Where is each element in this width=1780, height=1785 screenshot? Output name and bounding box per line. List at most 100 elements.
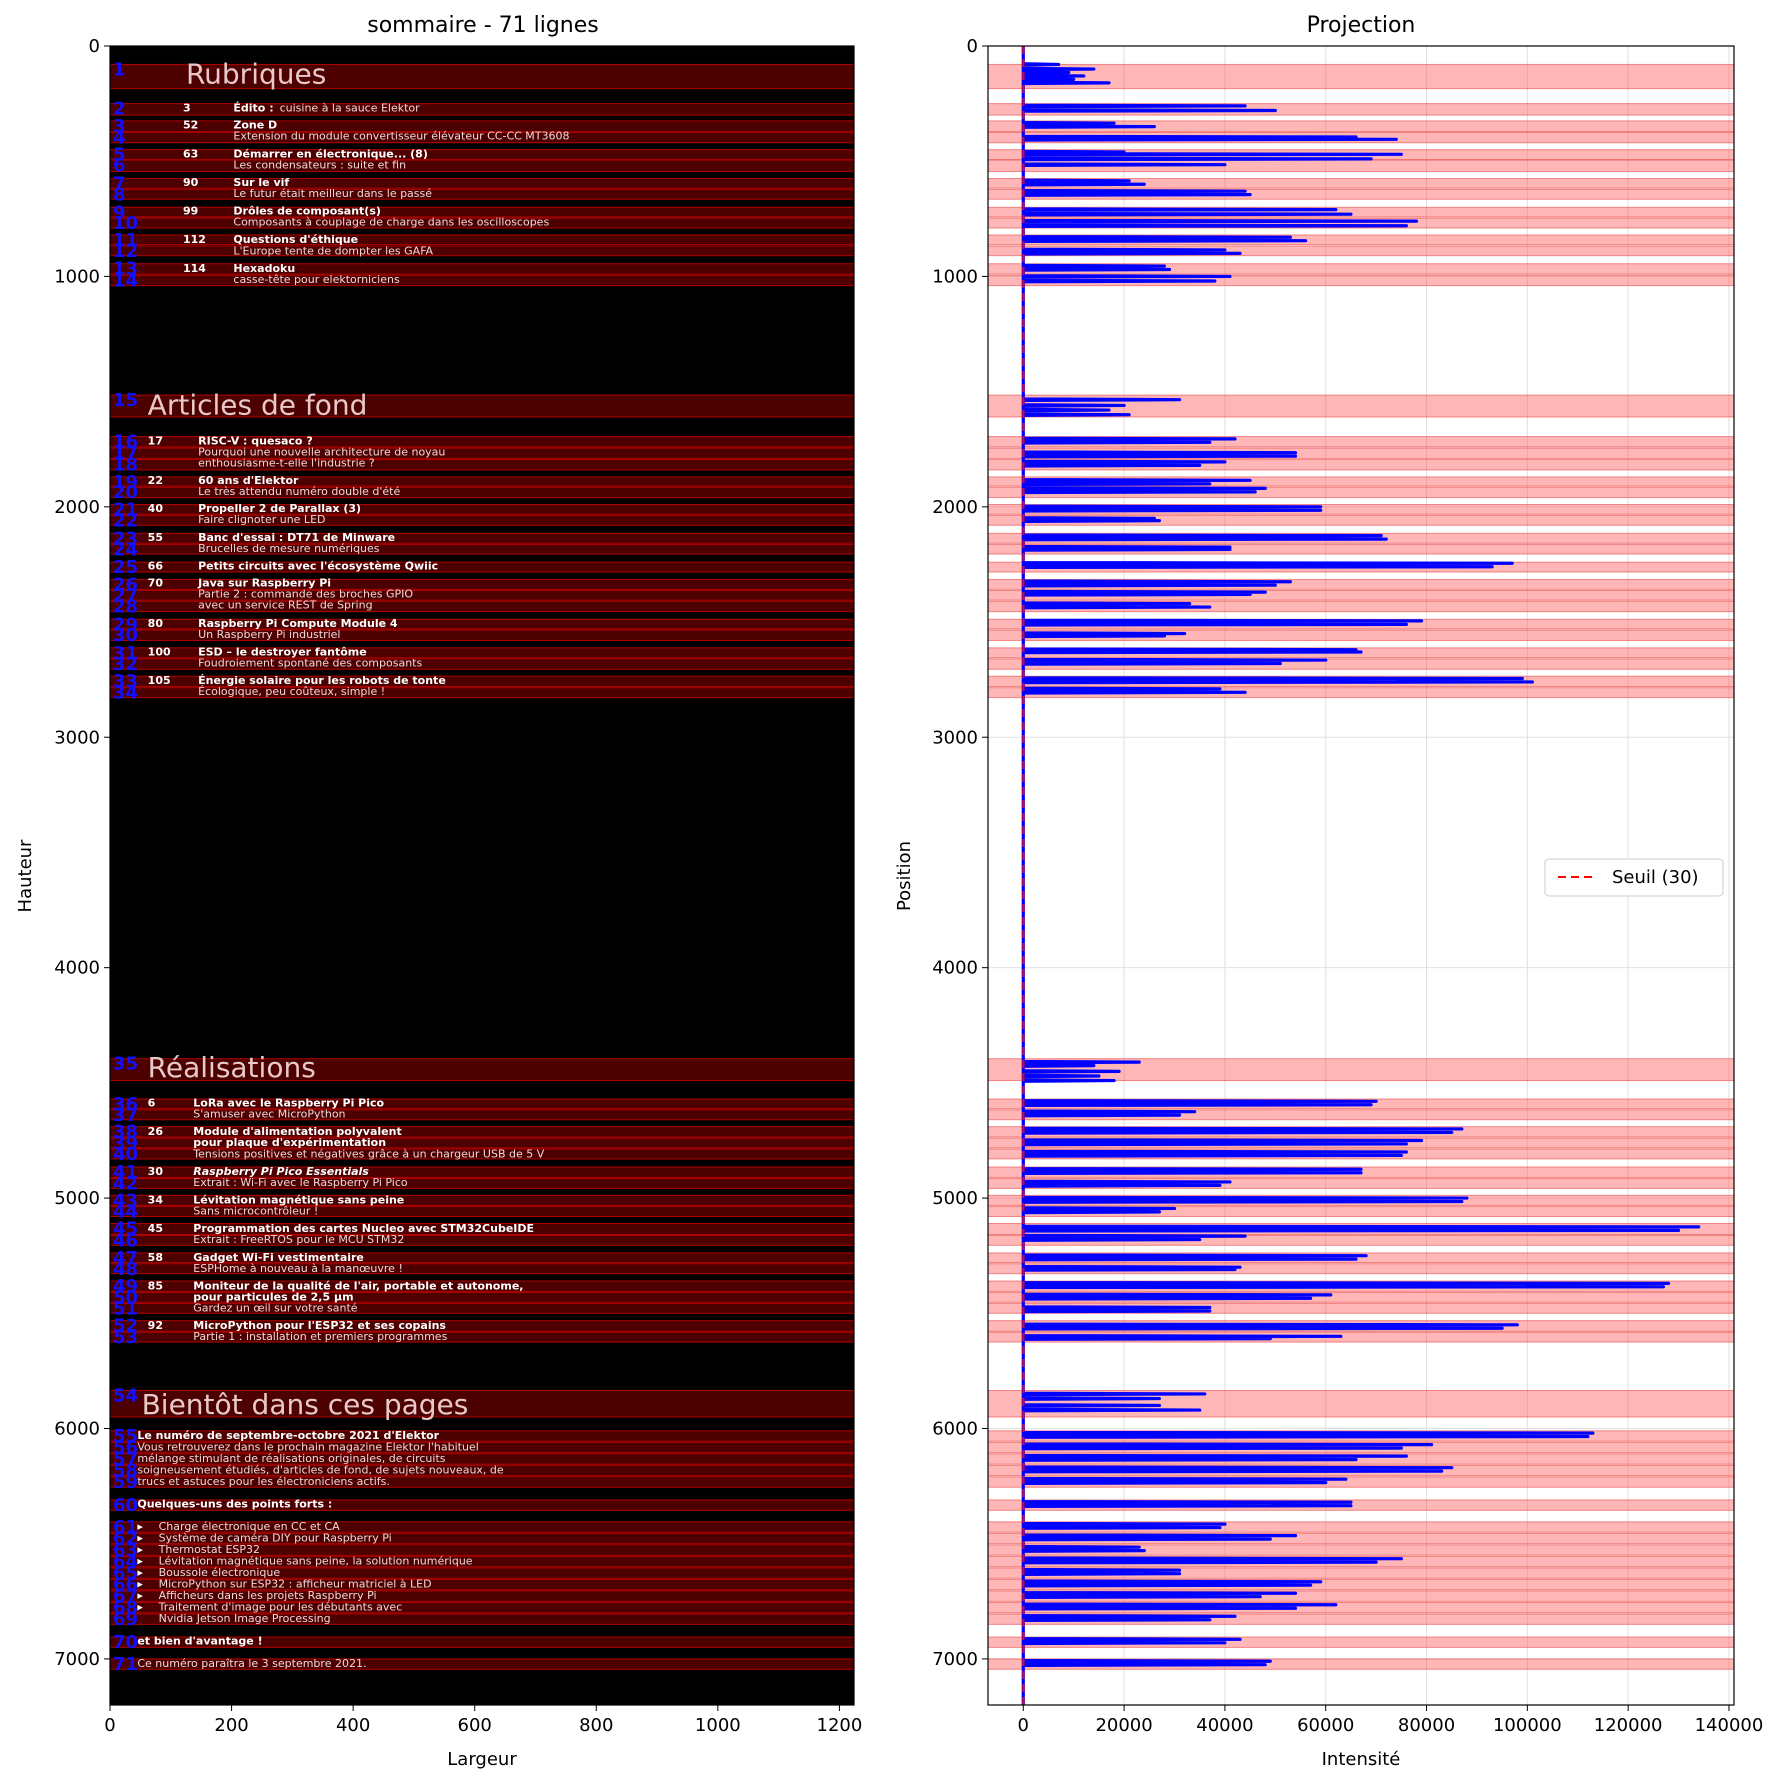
- entry-title: ESD – le destroyer fantôme: [198, 645, 367, 658]
- line-number-label: 55: [113, 1426, 138, 1447]
- entry-subtitle: Les condensateurs : suite et fin: [233, 158, 406, 171]
- line-number-label: 11: [113, 230, 138, 251]
- line-number-label: 58: [113, 1460, 138, 1481]
- line-number-label: 18: [113, 455, 138, 476]
- entry-subtitle: Composants à couplage de charge dans les…: [233, 215, 549, 228]
- preview-paragraph-line: mélange stimulant de réalisations origin…: [137, 1452, 445, 1465]
- entry-title: 60 ans d'Elektor: [198, 474, 299, 487]
- line-number-label: 56: [113, 1437, 138, 1458]
- bullet-icon: ▸: [137, 1554, 143, 1567]
- line-number-label: 14: [113, 270, 138, 291]
- tick-label: 2000: [932, 497, 978, 518]
- bullet-icon: ▸: [137, 1566, 143, 1579]
- tick-label: 7000: [54, 1649, 100, 1670]
- tick-label: 0: [89, 36, 100, 57]
- line-number-label: 60: [113, 1495, 138, 1516]
- entry-page-number: 105: [148, 674, 171, 687]
- entry-page-number: 52: [183, 118, 198, 131]
- preview-bullet-item: Charge électronique en CC et CA: [159, 1520, 341, 1533]
- line-number-label: 45: [113, 1218, 138, 1239]
- line-band: [109, 245, 855, 257]
- line-number-label: 27: [113, 585, 138, 606]
- entry-page-number: 100: [148, 645, 171, 658]
- entry-page-number: 17: [148, 435, 163, 448]
- entry-title: Programmation des cartes Nucleo avec STM…: [193, 1222, 534, 1235]
- entry-page-number: 3: [183, 102, 191, 115]
- left-panel-title: sommaire - 71 lignes: [367, 13, 599, 38]
- tick-label: 3000: [54, 727, 100, 748]
- line-number-label: 30: [113, 625, 138, 646]
- bullet-icon: ▸: [137, 1543, 143, 1556]
- line-number-label: 63: [113, 1540, 138, 1561]
- line-number-label: 20: [113, 482, 138, 503]
- line-number-label: 25: [113, 557, 138, 578]
- preview-bullet-item: Lévitation magnétique sans peine, la sol…: [159, 1554, 473, 1567]
- entry-subtitle: Pourquoi une nouvelle architecture de no…: [198, 446, 445, 459]
- entry-title: RISC-V : quesaco ?: [198, 435, 313, 448]
- line-number-label: 10: [113, 213, 138, 234]
- line-number-label: 33: [113, 671, 138, 692]
- line-number-label: 46: [113, 1230, 138, 1251]
- preview-paragraph-line: trucs et astuces pour les électroniciens…: [137, 1475, 390, 1488]
- right-panel-title: Projection: [1307, 13, 1416, 38]
- entry-title-continued: pour particules de 2,5 µm: [193, 1290, 353, 1303]
- line-number-label: 43: [113, 1190, 138, 1211]
- projection-profile-line: [1021, 46, 1701, 1705]
- entry-subtitle: Foudroiement spontané des composants: [198, 657, 422, 670]
- line-number-label: 68: [113, 1597, 138, 1618]
- line-number-label: 49: [113, 1276, 138, 1297]
- line-number-label: 48: [113, 1259, 138, 1280]
- preview-bullet-item: Thermostat ESP32: [158, 1543, 260, 1556]
- tick-label: 4000: [932, 958, 978, 979]
- preview-bullet-item: Afficheurs dans les projets Raspberry Pi: [159, 1589, 377, 1602]
- line-number-label: 37: [113, 1105, 138, 1126]
- line-number-label: 4: [113, 127, 126, 148]
- right-y-axis-label: Position: [894, 841, 915, 911]
- threshold-band: [987, 63, 1735, 90]
- tick-label: 200: [214, 1715, 248, 1736]
- line-number-label: 21: [113, 500, 138, 521]
- line-number-label: 28: [113, 596, 138, 617]
- line-number-label: 3: [113, 116, 126, 137]
- entry-inline-subtitle: cuisine à la sauce Elektor: [280, 102, 421, 115]
- tick-label: 1000: [932, 266, 978, 287]
- tick-label: 140000: [1695, 1715, 1764, 1736]
- left-y-axis-label: Hauteur: [15, 839, 36, 913]
- legend-threshold-label: Seuil (30): [1612, 867, 1699, 888]
- line-band: [109, 274, 855, 287]
- tick-label: 1200: [817, 1715, 863, 1736]
- entry-page-number: 70: [148, 577, 164, 590]
- tick-label: 60000: [1297, 1715, 1354, 1736]
- tick-label: 600: [458, 1715, 492, 1736]
- line-number-label: 8: [113, 184, 126, 205]
- line-number-label: 22: [113, 510, 138, 531]
- line-band: [109, 159, 855, 173]
- entry-subtitle: L'Europe tente de dompter les GAFA: [233, 244, 433, 257]
- preview-bullet-item: MicroPython sur ESP32 : afficheur matric…: [159, 1577, 432, 1590]
- line-number-label: 38: [113, 1122, 138, 1143]
- preview-date: Ce numéro paraîtra le 3 septembre 2021.: [137, 1657, 366, 1670]
- entry-title: Raspberry Pi Compute Module 4: [198, 617, 398, 630]
- bullet-icon: ▸: [137, 1531, 143, 1544]
- section-heading: Articles de fond: [148, 389, 368, 422]
- entry-page-number: 114: [183, 262, 206, 275]
- entry-page-number: 90: [183, 176, 199, 189]
- line-number-label: 65: [113, 1563, 138, 1584]
- line-number-label: 67: [113, 1586, 138, 1607]
- line-number-label: 59: [113, 1472, 138, 1493]
- entry-title: Lévitation magnétique sans peine: [193, 1193, 404, 1206]
- tick-label: 1000: [54, 266, 100, 287]
- preview-headline: Le numéro de septembre-octobre 2021 d'El…: [137, 1429, 439, 1442]
- line-number-label: 47: [113, 1248, 138, 1269]
- tick-label: 100000: [1493, 1715, 1562, 1736]
- entry-title: Énergie solaire pour les robots de tonte: [198, 674, 446, 687]
- line-numbers: 1234567891011121314151617181920212223242…: [113, 59, 138, 1674]
- document-image-background: [110, 46, 854, 1705]
- line-number-label: 32: [113, 654, 138, 675]
- line-number-label: 64: [113, 1551, 138, 1572]
- preview-bullet-item: Boussole électronique: [159, 1566, 281, 1579]
- line-number-label: 15: [113, 390, 138, 411]
- line-number-label: 62: [113, 1528, 138, 1549]
- entry-title: Questions d'éthique: [233, 233, 358, 246]
- entry-page-number: 80: [148, 617, 164, 630]
